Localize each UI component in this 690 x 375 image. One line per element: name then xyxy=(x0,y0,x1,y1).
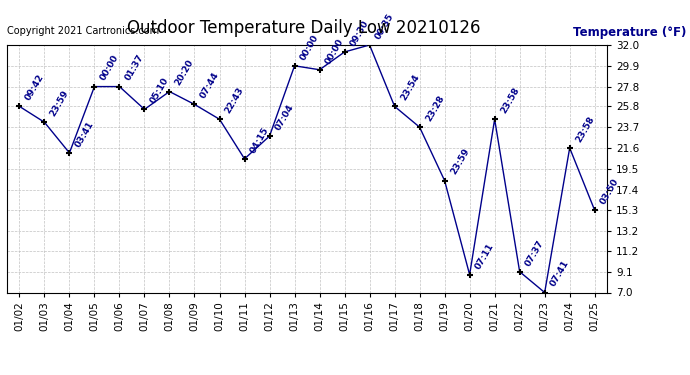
Text: Temperature (°F): Temperature (°F) xyxy=(573,26,687,39)
Text: Copyright 2021 Cartronics.com: Copyright 2021 Cartronics.com xyxy=(7,26,159,36)
Text: 09:30: 09:30 xyxy=(348,19,371,48)
Text: 04:15: 04:15 xyxy=(248,125,270,154)
Text: 03:41: 03:41 xyxy=(74,120,96,149)
Text: 00:00: 00:00 xyxy=(299,33,321,62)
Text: 22:43: 22:43 xyxy=(224,86,246,115)
Text: 23:28: 23:28 xyxy=(424,94,446,123)
Text: Outdoor Temperature Daily Low 20210126: Outdoor Temperature Daily Low 20210126 xyxy=(127,19,480,37)
Text: 01:37: 01:37 xyxy=(124,53,146,82)
Text: 23:54: 23:54 xyxy=(399,73,421,102)
Text: 23:59: 23:59 xyxy=(448,147,471,177)
Text: 00:00: 00:00 xyxy=(324,37,346,66)
Text: 20:20: 20:20 xyxy=(174,58,196,87)
Text: 07:44: 07:44 xyxy=(199,71,221,100)
Text: 00:35: 00:35 xyxy=(374,12,396,41)
Text: 00:00: 00:00 xyxy=(99,54,121,82)
Text: 07:04: 07:04 xyxy=(274,103,296,132)
Text: 09:42: 09:42 xyxy=(23,73,46,102)
Text: 07:41: 07:41 xyxy=(549,259,571,288)
Text: 23:58: 23:58 xyxy=(499,86,521,115)
Text: 23:59: 23:59 xyxy=(48,88,71,118)
Text: 23:58: 23:58 xyxy=(574,114,596,144)
Text: 03:50: 03:50 xyxy=(599,177,621,206)
Text: 05:10: 05:10 xyxy=(148,76,170,105)
Text: 07:11: 07:11 xyxy=(474,241,496,270)
Text: 07:37: 07:37 xyxy=(524,238,546,267)
